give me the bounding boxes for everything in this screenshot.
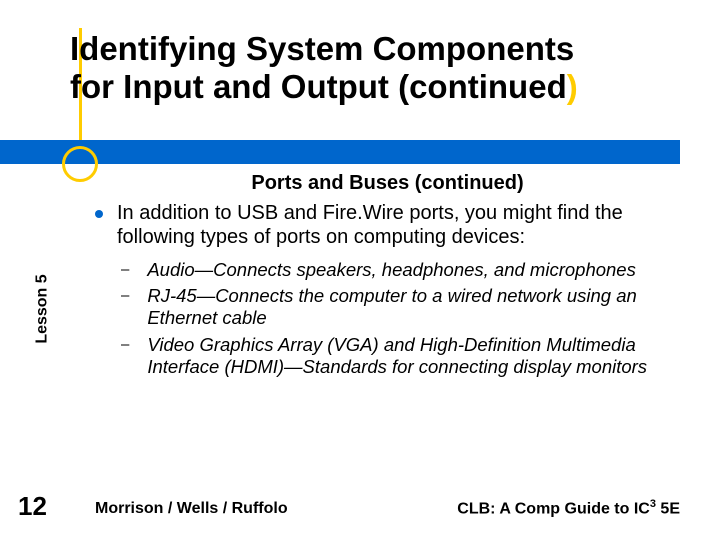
title-area: Identifying System Components for Input … [70, 30, 690, 106]
accent-circle [62, 146, 98, 182]
dash-marker: – [121, 287, 129, 304]
title-bar [0, 140, 680, 164]
bullet-marker [95, 210, 103, 218]
dash-marker: – [121, 261, 129, 278]
list-item: – Video Graphics Array (VGA) and High-De… [121, 334, 680, 378]
title-part3: for Input and Output (continued [70, 68, 567, 105]
content-area: Ports and Buses (continued) In addition … [95, 172, 680, 382]
footer-authors: Morrison / Wells / Ruffolo [95, 500, 288, 518]
sub-bullet-text: Audio—Connects speakers, headphones, and… [147, 259, 636, 281]
slide: Identifying System Components for Input … [0, 0, 720, 540]
lesson-label: Lesson 5 [34, 274, 52, 343]
main-bullet-text: In addition to USB and Fire.Wire ports, … [117, 201, 680, 249]
list-item: – Audio—Connects speakers, headphones, a… [121, 259, 680, 281]
list-item: – RJ-45—Connects the computer to a wired… [121, 285, 680, 329]
page-number: 12 [18, 491, 47, 522]
sub-bullets-list: – Audio—Connects speakers, headphones, a… [121, 259, 680, 378]
main-bullet: In addition to USB and Fire.Wire ports, … [95, 201, 680, 249]
title-paren: ) [567, 68, 578, 105]
title-part1: Identifying [70, 30, 237, 67]
sub-bullet-text: Video Graphics Array (VGA) and High-Defi… [147, 334, 680, 378]
subtitle: Ports and Buses (continued) [95, 172, 680, 195]
footer-suffix: 5E [656, 500, 680, 517]
footer-prefix: CLB: A Comp Guide to IC [457, 500, 650, 517]
title-part2: System Components [237, 30, 574, 67]
footer-book: CLB: A Comp Guide to IC3 5E [457, 498, 680, 518]
slide-title: Identifying System Components for Input … [70, 30, 690, 106]
dash-marker: – [121, 336, 129, 353]
sub-bullet-text: RJ-45—Connects the computer to a wired n… [147, 285, 680, 329]
